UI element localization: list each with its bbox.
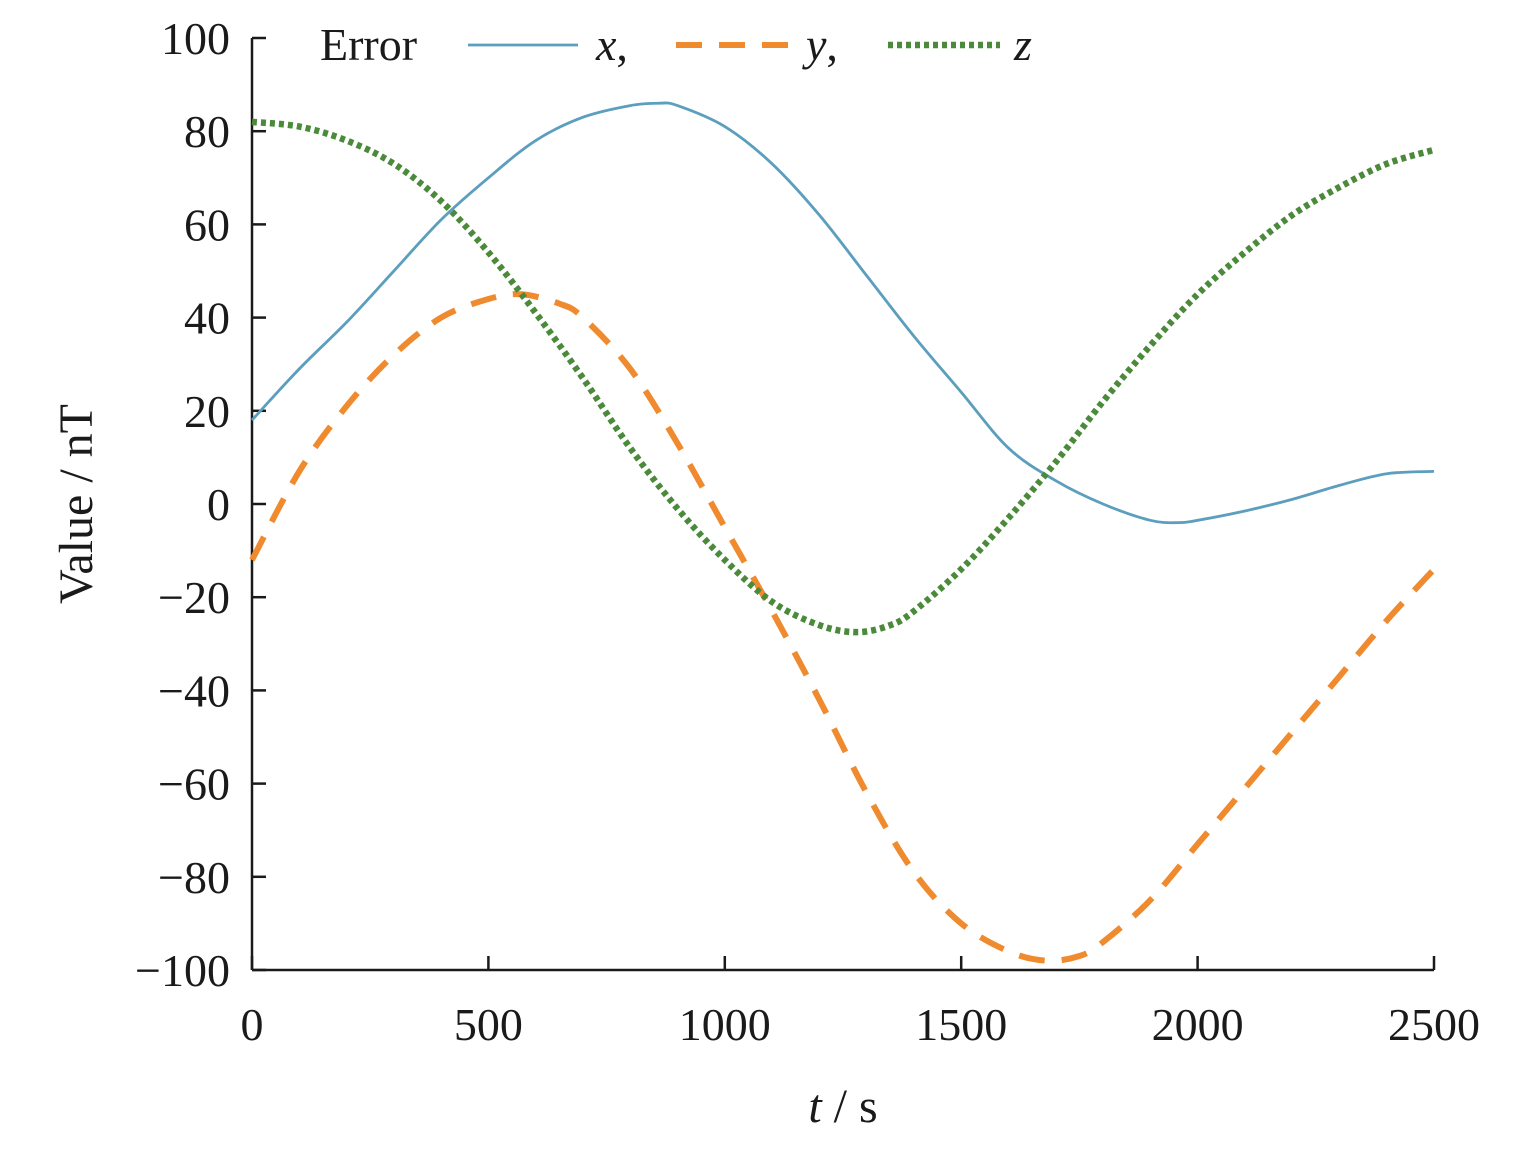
x-axis-title: t / s: [808, 1080, 877, 1133]
x-axis-title-var: t: [808, 1080, 823, 1133]
series-line-y: [249, 291, 1437, 964]
y-ticks: 100 80 60 40 20 0 −20 −40 −60 −80 −100: [135, 13, 266, 996]
y-tick-label: −80: [158, 852, 230, 903]
legend: Error x, y, z: [320, 19, 1032, 70]
x-ticks: 0 500 1000 1500 2000 2500: [241, 956, 1480, 1050]
y-tick-label: 80: [184, 106, 230, 157]
y-tick-label: 60: [184, 199, 230, 250]
y-tick-label: 100: [161, 13, 230, 64]
x-axis-title-unit: / s: [822, 1080, 878, 1133]
x-tick-label: 1000: [679, 999, 771, 1050]
x-tick-label: 1500: [915, 999, 1007, 1050]
legend-label-y: y,: [802, 19, 838, 70]
x-tick-label: 500: [454, 999, 523, 1050]
y-tick-label: −40: [158, 665, 230, 716]
axes: [250, 38, 1434, 972]
x-tick-label: 0: [241, 999, 264, 1050]
y-tick-label: 40: [184, 293, 230, 344]
x-tick-label: 2500: [1388, 999, 1480, 1050]
legend-title: Error: [320, 19, 417, 70]
series-line-z: [251, 118, 1435, 636]
y-tick-label: 0: [207, 479, 230, 530]
y-tick-label: −20: [158, 572, 230, 623]
series-line-x: [250, 101, 1435, 525]
series-layer: [249, 101, 1437, 964]
legend-label-z: z: [1013, 19, 1032, 70]
y-axis-title: Value / nT: [50, 404, 103, 604]
y-tick-label: 20: [184, 386, 230, 437]
y-tick-label: −100: [135, 945, 230, 996]
x-tick-label: 2000: [1152, 999, 1244, 1050]
y-tick-label: −60: [158, 759, 230, 810]
legend-label-x: x,: [595, 19, 628, 70]
